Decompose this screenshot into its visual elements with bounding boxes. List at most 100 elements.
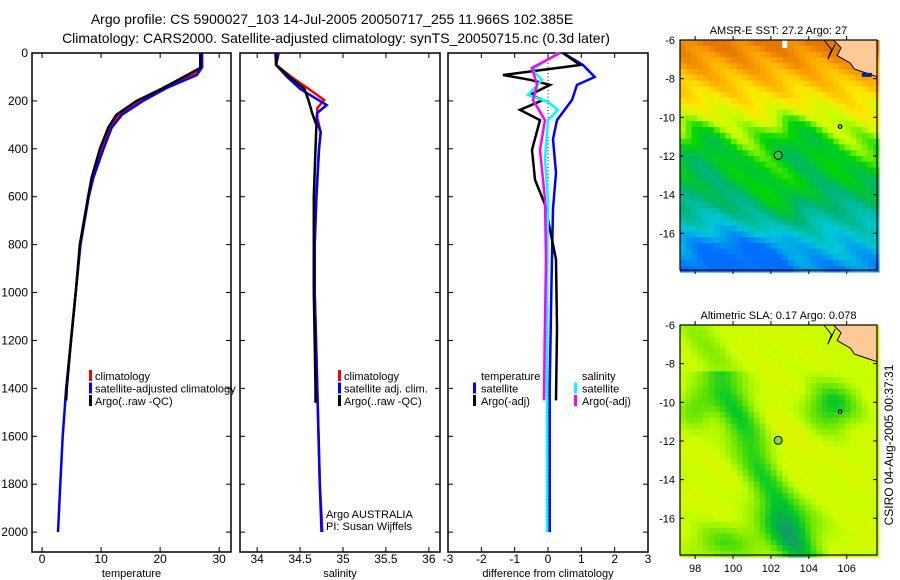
map-cell (861, 74, 869, 82)
map-cell (759, 377, 766, 384)
map-cell (799, 417, 806, 425)
map-cell (833, 208, 840, 215)
map-cell (839, 248, 846, 256)
map-cell (833, 533, 840, 541)
zero-line-dot (547, 73, 549, 75)
map-cell (782, 144, 789, 151)
map-cell (805, 103, 812, 111)
map-cell (759, 498, 766, 506)
map-cell (810, 383, 817, 390)
map-cell (805, 417, 812, 425)
map-cell (839, 504, 846, 512)
map-cell (753, 539, 761, 546)
map-cell (680, 342, 687, 349)
map-cell (725, 266, 732, 273)
map-cell (793, 342, 800, 349)
map-cell (697, 225, 704, 232)
map-cell (810, 167, 817, 174)
map-cell (805, 441, 812, 448)
map-cell (844, 354, 852, 361)
map-cell (702, 470, 709, 477)
map-cell (742, 196, 749, 203)
map-cell (833, 248, 840, 256)
map-cell (810, 504, 817, 512)
map-cell (725, 196, 732, 203)
map-cell (793, 365, 800, 372)
map-cell (765, 132, 772, 140)
map-cell (839, 400, 846, 407)
map-cell (697, 92, 704, 99)
map-cell (736, 208, 744, 215)
map-cell (810, 196, 817, 203)
map-cell (776, 388, 783, 396)
map-cell (765, 539, 772, 546)
map-cell (850, 208, 857, 215)
map-cell (850, 144, 857, 151)
map-cell (867, 80, 874, 87)
map-cell (873, 394, 880, 401)
map-cell (833, 156, 840, 163)
map-cell (844, 493, 852, 500)
map-cell (731, 138, 738, 145)
map-cell (753, 423, 761, 430)
map-cell (856, 429, 863, 436)
map-cell (702, 98, 709, 105)
map-cell (748, 219, 755, 227)
map-cell (702, 533, 709, 541)
map-cell (799, 475, 806, 483)
zero-line-dot (547, 110, 549, 112)
map-cell (697, 522, 704, 529)
map-cell (714, 127, 721, 134)
map-cell (788, 208, 795, 215)
map-cell (782, 63, 789, 70)
map-cell (839, 388, 846, 396)
map-cell (810, 545, 817, 552)
map-cell (691, 167, 698, 174)
map-cell (759, 423, 766, 430)
map-cell (736, 121, 744, 128)
map-cell (765, 242, 772, 250)
map-cell (856, 394, 863, 401)
map-cell (759, 156, 766, 163)
map-cell (833, 179, 840, 186)
lon-tick-label: 104 (800, 563, 818, 575)
map-cell (680, 348, 687, 355)
map-cell (680, 336, 687, 343)
map-cell (776, 190, 783, 198)
map-cell (776, 551, 783, 558)
map-cell (719, 464, 727, 471)
map-cell (742, 446, 749, 454)
map-cell (770, 231, 778, 238)
map-cell (719, 412, 727, 419)
map-cell (708, 446, 715, 454)
map-cell (736, 539, 744, 546)
map-cell (714, 354, 721, 361)
map-cell (839, 161, 846, 169)
map-cell (765, 510, 772, 517)
map-cell (725, 365, 732, 372)
map-cell (714, 161, 721, 169)
map-cell (833, 196, 840, 203)
legend-entry: Argo(-adj) (582, 396, 631, 408)
map-cell (697, 74, 704, 82)
map-cell (708, 527, 715, 535)
map-cell (702, 359, 709, 367)
map-cell (873, 359, 880, 367)
map-cell (748, 377, 755, 384)
map-cell (691, 330, 698, 338)
map-cell (793, 219, 800, 227)
map-cell (788, 86, 795, 93)
map-cell (782, 237, 789, 244)
map-cell (736, 394, 744, 401)
map-cell (736, 475, 744, 483)
map-cell (719, 510, 727, 517)
map-cell (708, 45, 715, 53)
map-cell (725, 40, 732, 47)
map-cell (850, 173, 857, 180)
christmas-island (837, 124, 843, 129)
map-cell (748, 441, 755, 448)
map-cell (873, 504, 880, 512)
map-cell (765, 464, 772, 471)
map-cell (856, 225, 863, 232)
map-cell (725, 394, 732, 401)
